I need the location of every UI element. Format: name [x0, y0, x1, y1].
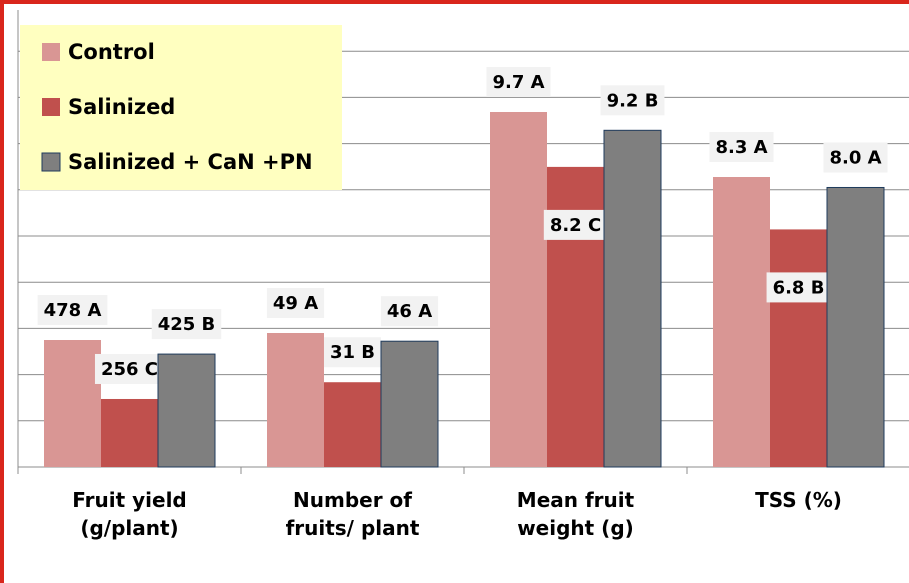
- bar: [770, 229, 827, 467]
- value-label-bg: [37, 295, 108, 325]
- value-label: 49 A: [273, 293, 318, 314]
- value-label: 6.8 B: [773, 277, 825, 298]
- legend-box: [20, 25, 342, 190]
- value-label-bg: [380, 296, 439, 327]
- legend-label: Salinized + CaN +PN: [68, 150, 313, 174]
- value-label-bg: [266, 288, 325, 318]
- value-label-bg: [600, 85, 665, 116]
- value-label-bg: [766, 272, 831, 303]
- value-label-bg: [323, 337, 382, 368]
- value-label: 31 B: [330, 342, 375, 363]
- legend-label: Control: [68, 40, 155, 64]
- value-label-bg: [151, 309, 222, 340]
- x-tick-label: Mean fruit weight (g): [516, 488, 635, 540]
- value-label: 9.2 B: [607, 90, 659, 111]
- bar: [267, 333, 324, 467]
- value-label: 8.3 A: [715, 137, 767, 158]
- x-tick-label: Fruit yield (g/plant): [72, 488, 187, 540]
- value-label: 9.7 A: [492, 72, 544, 93]
- legend-label: Salinized: [68, 95, 175, 119]
- x-tick-label: Number of fruits/ plant: [285, 488, 420, 540]
- legend-swatch: [42, 43, 60, 61]
- value-label: 8.0 A: [829, 147, 881, 168]
- bar: [490, 112, 547, 467]
- bar: [157, 353, 216, 468]
- bar: [380, 340, 439, 468]
- legend-swatch: [42, 98, 60, 116]
- bar: [44, 340, 101, 467]
- bar: [713, 177, 770, 467]
- bar: [324, 382, 381, 467]
- value-label-bg: [543, 209, 608, 240]
- value-label-bg: [94, 353, 165, 384]
- value-label-bg: [486, 67, 551, 97]
- bar: [603, 129, 662, 468]
- value-label-bg: [823, 142, 888, 173]
- value-label: 8.2 C: [550, 215, 601, 236]
- bar: [826, 186, 885, 468]
- bar: [101, 398, 158, 467]
- value-label: 256 C: [101, 359, 158, 380]
- legend-swatch: [41, 152, 61, 172]
- value-label: 46 A: [387, 301, 432, 322]
- value-label: 478 A: [44, 300, 102, 321]
- value-label-bg: [709, 132, 774, 162]
- value-label: 425 B: [158, 314, 216, 335]
- x-tick-label: TSS (%): [755, 488, 842, 512]
